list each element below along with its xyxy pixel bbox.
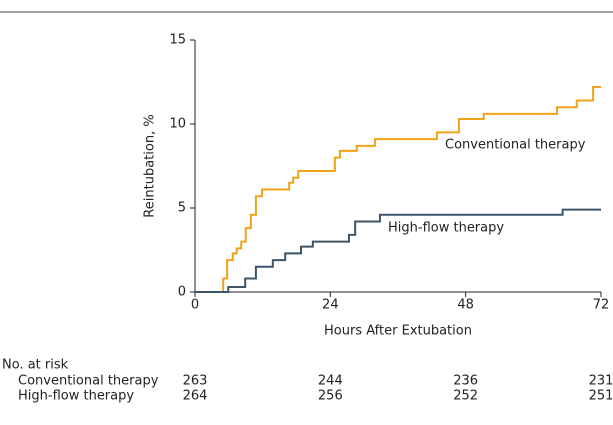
risk-count: 236 <box>453 374 478 389</box>
risk-count: 264 <box>183 389 208 404</box>
risk-count: 251 <box>589 389 613 404</box>
y-tick-label: 5 <box>178 201 186 216</box>
series-label: Conventional therapy <box>445 138 586 153</box>
x-axis-label: Hours After Extubation <box>324 324 472 339</box>
risk-count: 244 <box>318 374 343 389</box>
risk-count: 252 <box>453 389 478 404</box>
series-label: High-flow therapy <box>388 221 504 236</box>
step-line <box>195 86 601 293</box>
risk-row-name: High-flow therapy <box>18 389 134 404</box>
x-tick-label: 72 <box>593 298 610 313</box>
risk-count: 231 <box>589 374 613 389</box>
risk-count: 256 <box>318 389 343 404</box>
risk-table-title: No. at risk <box>2 358 69 373</box>
y-axis-label: Reintubation, % <box>143 114 158 217</box>
risk-count: 263 <box>183 374 208 389</box>
y-tick-label: 15 <box>169 33 186 48</box>
x-tick-label: 24 <box>322 298 339 313</box>
x-tick-label: 48 <box>457 298 474 313</box>
risk-row-name: Conventional therapy <box>18 374 159 389</box>
x-tick-label: 0 <box>191 298 199 313</box>
y-tick-label: 0 <box>178 285 186 300</box>
step-line <box>195 208 601 293</box>
y-tick-label: 10 <box>169 117 186 132</box>
